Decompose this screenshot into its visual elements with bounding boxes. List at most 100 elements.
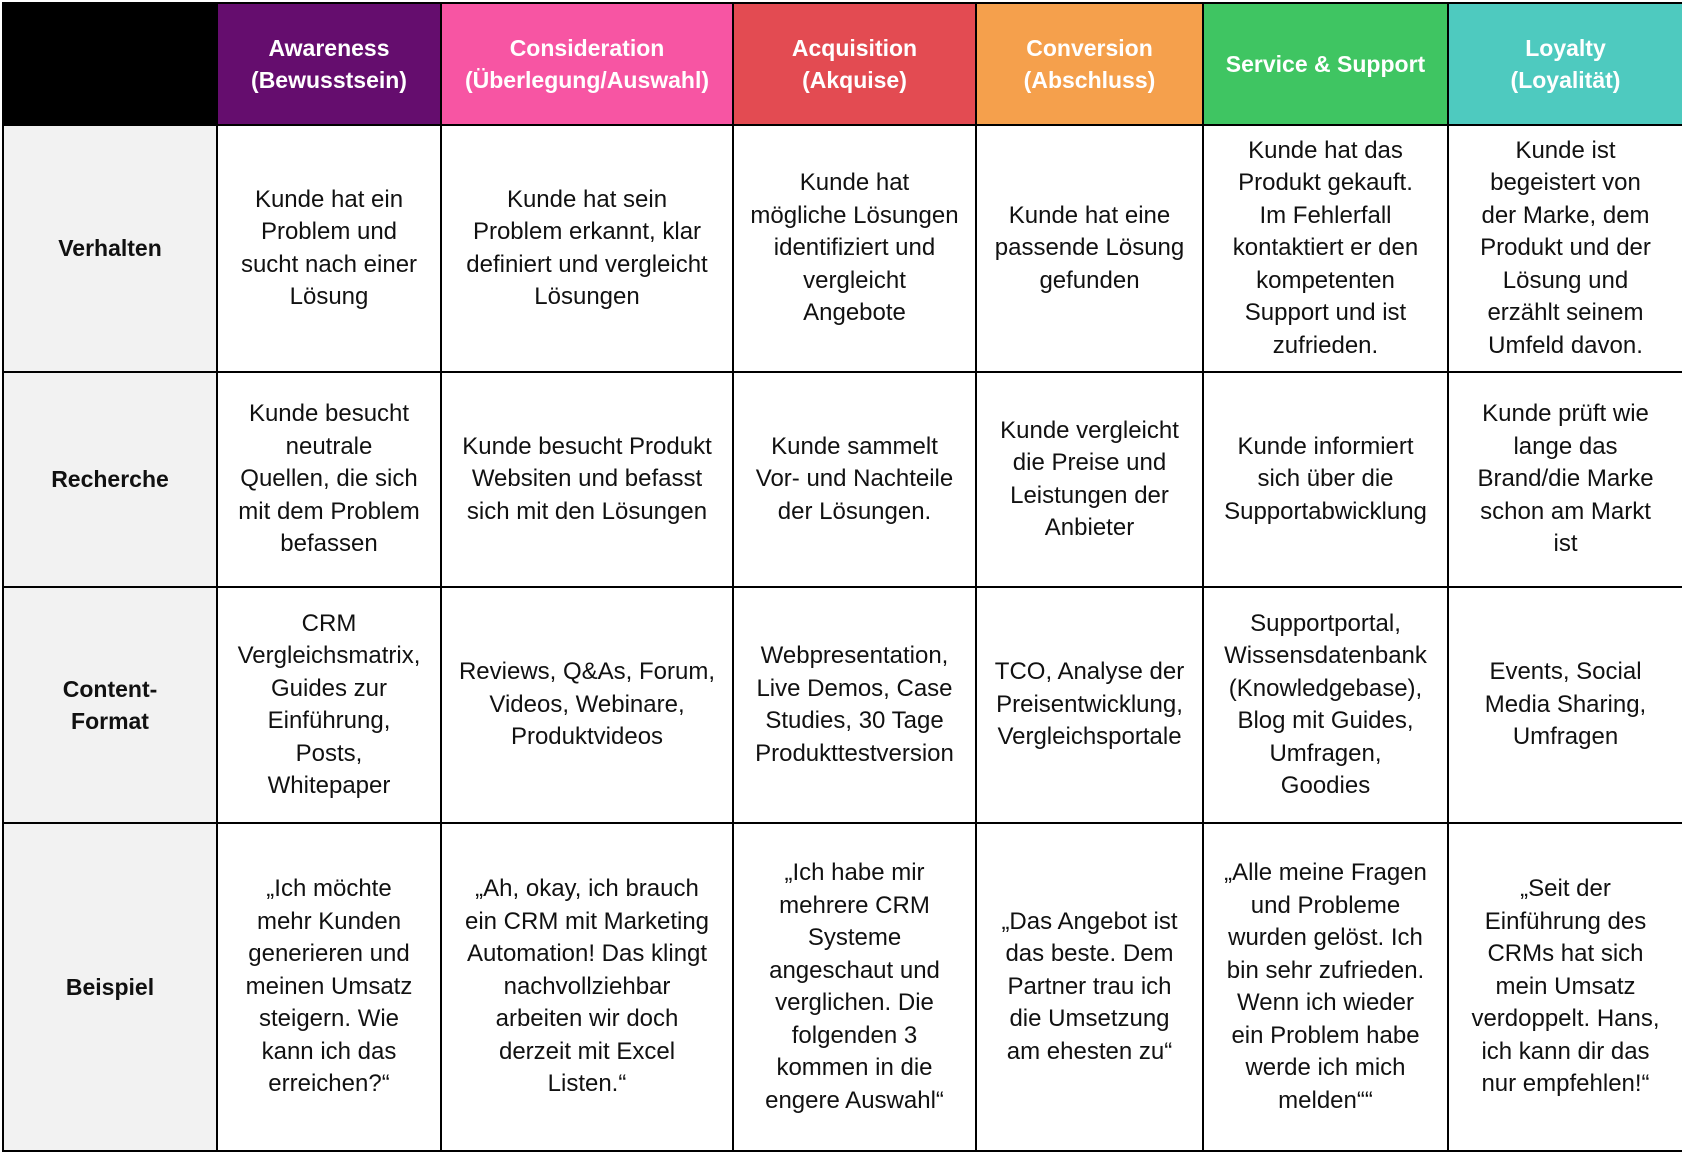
header-consideration: Consideration (Überlegung/Auswahl): [440, 2, 734, 126]
cell-text-line: Media Sharing,: [1484, 690, 1647, 718]
cell-text-line: Umfeld davon.: [1488, 331, 1643, 359]
cell-text-line: Wenn ich wieder: [1237, 989, 1414, 1016]
cell-text-line: sich mit den Lösungen: [466, 497, 708, 525]
column-subtitle: (Überlegung/Auswahl): [464, 67, 710, 93]
cell-text-line: Umfragen,: [1269, 739, 1382, 767]
row-beispiel: Beispiel „Ich möchte mehr Kunden generieren…: [2, 822, 1682, 1152]
cell-conversion: Kunde vergleicht die Preise und Leistungen…: [975, 371, 1204, 588]
cell-text-line: steigern. Wie: [258, 1005, 400, 1033]
header-conversion: Conversion (Abschluss): [975, 2, 1204, 126]
cell-text-line: Kunde hat das: [1248, 136, 1403, 164]
cell-text-line: Listen.“: [547, 1070, 627, 1098]
cell-text-line: mögliche Lösungen: [750, 201, 959, 229]
cell-text-line: kontaktiert er den: [1232, 234, 1419, 262]
cell-text-line: mehrere CRM: [779, 891, 930, 919]
cell-text-line: Whitepaper: [267, 772, 391, 799]
cell-text-line: werde ich mich: [1245, 1054, 1406, 1081]
cell-service-support: Kunde informiert sich über die Supportabwi…: [1202, 371, 1449, 588]
header-awareness: Awareness (Bewusstsein): [216, 2, 442, 126]
cell-text-line: die Umsetzung: [1009, 1005, 1170, 1033]
cell-text-line: Automation! Das klingt: [466, 940, 708, 968]
cell-conversion: „Das Angebot ist das beste. Dem Partner tr…: [975, 822, 1204, 1152]
column-subtitle: (Loyalität): [1510, 67, 1621, 93]
cell-text-line: Vergleichsportale: [997, 723, 1182, 751]
cell-text-line: Webpresentation,: [760, 642, 949, 669]
cell-text-line: lange das: [1513, 432, 1618, 460]
cell-service-support: Kunde hat das Produkt gekauft. Im Fehlerfa…: [1202, 124, 1449, 373]
cell-text-line: schon am Markt: [1480, 497, 1651, 525]
cell-consideration: Reviews, Q&As, Forum, Videos, Webinare, Pr…: [440, 586, 734, 824]
cell-text-line: Support und ist: [1244, 299, 1407, 327]
cell-text-line: Studies, 30 Tage: [765, 707, 944, 734]
cell-text-line: der Marke, dem: [1481, 201, 1650, 229]
cell-awareness: CRM Vergleichsmatrix, Guides zur Einführung…: [216, 586, 442, 824]
cell-text-line: folgenden 3: [791, 1021, 918, 1049]
cell-text-line: gefunden: [1039, 266, 1140, 294]
row-label-text: Recherche: [51, 466, 169, 493]
cell-text-line: nur empfehlen!“: [1481, 1070, 1650, 1098]
column-title: Consideration: [509, 35, 665, 61]
cell-awareness: Kunde besucht neutrale Quellen, die sich mi…: [216, 371, 442, 588]
cell-text-line: angeschaut und: [769, 956, 940, 984]
cell-conversion: TCO, Analyse der Preisentwicklung, Verglei…: [975, 586, 1204, 824]
cell-text-line: Produkt und der: [1480, 234, 1651, 262]
cell-text-line: verglichen. Die: [775, 989, 934, 1016]
cell-loyalty: Kunde ist begeistert von der Marke, dem Pro…: [1447, 124, 1682, 373]
cell-text-line: CRMs hat sich: [1487, 940, 1644, 968]
cell-text-line: Vergleichsmatrix,: [237, 642, 421, 669]
cell-text-line: vergleicht: [803, 266, 906, 294]
cell-text-line: derzeit mit Excel: [498, 1037, 676, 1065]
cell-text-line: passende Lösung: [994, 234, 1185, 262]
row-label: Verhalten: [2, 124, 218, 373]
row-label-text: Format: [71, 708, 149, 734]
cell-text-line: wurden gelöst. Ich: [1228, 924, 1423, 951]
cell-text-line: verdoppelt. Hans,: [1471, 1005, 1660, 1033]
cell-text-line: kann ich das: [261, 1037, 397, 1065]
cell-consideration: „Ah, okay, ich brauch ein CRM mit Marketi…: [440, 822, 734, 1152]
cell-consideration: Kunde besucht Produkt Websiten und befass…: [440, 371, 734, 588]
row-label-text: Content-: [62, 675, 158, 702]
corner-cell: [2, 2, 218, 126]
cell-text-line: Produkttestversion: [755, 739, 954, 767]
cell-text-line: „Ich möchte: [266, 875, 392, 903]
cell-text-line: Live Demos, Case: [756, 674, 953, 702]
cell-text-line: Kunde sammelt: [771, 432, 938, 460]
row-label: Content- Format: [2, 586, 218, 824]
cell-text-line: Angebote: [803, 299, 906, 327]
cell-text-line: identifiziert und: [773, 234, 936, 262]
cell-text-line: Produkt gekauft.: [1238, 169, 1413, 197]
cell-text-line: Websiten und befasst: [471, 465, 703, 493]
cell-text-line: Produktvideos: [510, 723, 664, 751]
cell-text-line: Kunde ist: [1515, 136, 1616, 164]
cell-text-line: kompetenten: [1256, 266, 1395, 294]
cell-text-line: begeistert von: [1490, 169, 1641, 197]
cell-text-line: erzählt seinem: [1487, 299, 1644, 327]
cell-text-line: Einführung des: [1484, 907, 1647, 935]
cell-text-line: Kunde besucht Produkt: [462, 432, 712, 460]
cell-text-line: Brand/die Marke: [1477, 465, 1654, 493]
cell-text-line: Leistungen der: [1010, 481, 1169, 509]
cell-text-line: „Ich habe mir: [784, 859, 925, 886]
cell-text-line: Events, Social: [1489, 658, 1642, 686]
cell-text-line: Kunde hat ein: [254, 185, 404, 213]
cell-text-line: Vor- und Nachteile: [755, 465, 954, 493]
cell-text-line: engere Auswahl“: [765, 1086, 944, 1114]
cell-service-support: „Alle meine Fragen und Probleme wurden gel…: [1202, 822, 1449, 1152]
cell-text-line: sucht nach einer: [240, 250, 418, 278]
cell-text-line: meinen Umsatz: [245, 972, 413, 1000]
cell-text-line: bin sehr zufrieden.: [1226, 956, 1425, 984]
cell-text-line: Kunde hat sein: [506, 185, 668, 213]
cell-text-line: sich über die: [1257, 465, 1394, 493]
column-title: Loyalty: [1525, 35, 1606, 61]
cell-text-line: nachvollziehbar: [503, 972, 671, 1000]
cell-text-line: Preisentwicklung,: [996, 690, 1183, 718]
cell-text-line: „Ah, okay, ich brauch: [475, 875, 699, 903]
header-acquisition: Acquisition (Akquise): [732, 2, 977, 126]
cell-text-line: Kunde prüft wie: [1482, 400, 1649, 428]
cell-text-line: am ehesten zu“: [1006, 1037, 1173, 1065]
cell-text-line: Problem und: [260, 218, 398, 245]
cell-loyalty: Kunde prüft wie lange das Brand/die Marke s…: [1447, 371, 1682, 588]
cell-text-line: ist: [1553, 530, 1578, 558]
cell-text-line: TCO, Analyse der: [994, 658, 1185, 686]
